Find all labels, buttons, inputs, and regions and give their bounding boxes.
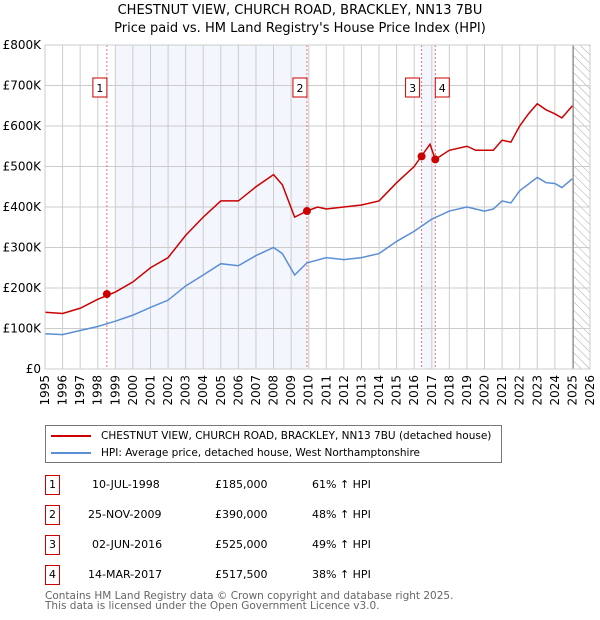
sale-label-border [405, 77, 421, 98]
legend-item-property: CHESTNUT VIEW, CHURCH ROAD, BRACKLEY, NN… [51, 428, 491, 444]
sale-hpi-diff: 49% ↑ HPI [312, 538, 371, 551]
x-tick-label: 2019 [460, 375, 474, 406]
sale-hpi-diff: 61% ↑ HPI [312, 478, 371, 491]
sale-label: 1 [96, 82, 103, 95]
sale-point [102, 290, 111, 299]
sale-hpi-diff: 48% ↑ HPI [312, 508, 371, 521]
sale-number-badge: 1 [45, 475, 60, 495]
footer-line: This data is licensed under the Open Gov… [45, 600, 380, 612]
x-tick-label: 2011 [319, 375, 333, 406]
sale-price: £390,000 [215, 508, 268, 521]
y-tick-label: £100K [3, 322, 43, 336]
x-tick-label: 2005 [214, 375, 228, 406]
legend-label: CHESTNUT VIEW, CHURCH ROAD, BRACKLEY, NN… [101, 430, 492, 442]
x-tick-label: 2020 [478, 375, 492, 406]
x-tick-label: 2004 [196, 375, 210, 406]
x-tick-label: 2012 [337, 375, 351, 406]
sale-date: 14-MAR-2017 [88, 568, 163, 581]
x-tick-label: 2017 [425, 375, 439, 406]
x-tick-label: 2023 [530, 375, 544, 406]
x-tick-label: 2025 [565, 375, 579, 406]
plot-border [44, 44, 591, 370]
sale-number-badge: 4 [45, 565, 60, 585]
sale-price: £185,000 [215, 478, 268, 491]
sale-point [431, 155, 440, 164]
y-tick-label: £300K [3, 241, 43, 255]
legend: CHESTNUT VIEW, CHURCH ROAD, BRACKLEY, NN… [45, 425, 502, 463]
sale-date: 10-JUL-1998 [92, 478, 160, 491]
series-line-hpi [44, 176, 573, 336]
x-tick-label: 2013 [354, 375, 368, 406]
x-tick-label: 2009 [284, 375, 298, 406]
chart-title: CHESTNUT VIEW, CHURCH ROAD, BRACKLEY, NN… [117, 3, 483, 18]
legend-item-hpi: HPI: Average price, detached house, West… [51, 445, 420, 461]
y-tick-label: £600K [3, 119, 43, 133]
legend-label: HPI: Average price, detached house, West… [101, 447, 420, 459]
x-tick-label: 2015 [390, 375, 404, 406]
sale-label: 2 [296, 82, 303, 95]
x-tick-label: 2003 [179, 375, 193, 406]
sale-label-box: 3 [405, 77, 421, 98]
x-tick-label: 2000 [126, 375, 140, 406]
legend-swatch-red [51, 435, 91, 437]
x-tick-label: 1999 [108, 375, 122, 406]
sale-hpi-diff: 38% ↑ HPI [312, 568, 371, 581]
sale-point [417, 152, 426, 161]
y-tick-label: £500K [3, 160, 43, 174]
y-tick-label: £800K [3, 38, 43, 52]
x-tick-label: 2022 [513, 375, 527, 406]
sale-label-box: 2 [292, 77, 308, 98]
x-tick-label: 2024 [548, 375, 562, 406]
sale-point [302, 207, 311, 216]
sale-label-border [292, 77, 308, 98]
x-tick-label: 2007 [249, 375, 263, 406]
x-tick-label: 2010 [302, 375, 316, 406]
x-tick-label: 1998 [91, 375, 105, 406]
sale-date: 25-NOV-2009 [88, 508, 162, 521]
x-tick-label: 2021 [495, 375, 509, 406]
y-tick-label: £200K [3, 281, 43, 295]
x-tick-label: 2018 [442, 375, 456, 406]
sale-date: 02-JUN-2016 [92, 538, 163, 551]
x-tick-label: 1997 [73, 375, 87, 406]
x-tick-label: 2002 [161, 375, 175, 406]
sale-label-border [434, 77, 450, 98]
x-tick-label: 2016 [407, 375, 421, 406]
sale-label-border [92, 77, 108, 98]
sale-label: 3 [409, 82, 416, 95]
x-tick-label: 2001 [143, 375, 157, 406]
y-tick-label: £0 [26, 362, 41, 376]
sale-number-badge: 2 [45, 505, 60, 525]
series-line-property [44, 102, 573, 315]
sale-label: 4 [439, 82, 446, 95]
price-chart: 1995 1996 1997 1998 1999 2000 2001 2002 2003 2004… [3, 38, 597, 406]
chart-subtitle: Price paid vs. HM Land Registry's House … [114, 21, 486, 36]
x-tick-label: 2006 [231, 375, 245, 406]
sale-label-box: 4 [434, 77, 450, 98]
sale-label-box: 1 [92, 77, 108, 98]
footer-line: Contains HM Land Registry data © Crown c… [45, 590, 454, 602]
sale-number-badge: 3 [45, 535, 60, 555]
x-tick-label: 1995 [38, 375, 52, 406]
sale-price: £517,500 [215, 568, 268, 581]
footer: Contains HM Land Registry data © Crown c… [45, 590, 454, 612]
legend-swatch-blue [51, 452, 91, 454]
y-tick-label: £400K [3, 200, 43, 214]
x-tick-label: 2008 [267, 375, 281, 406]
sale-price: £525,000 [215, 538, 268, 551]
x-tick-label: 1996 [56, 375, 70, 406]
x-tick-label: 2014 [372, 375, 386, 406]
x-tick-label: 2026 [583, 375, 597, 406]
y-tick-label: £700K [3, 79, 43, 93]
